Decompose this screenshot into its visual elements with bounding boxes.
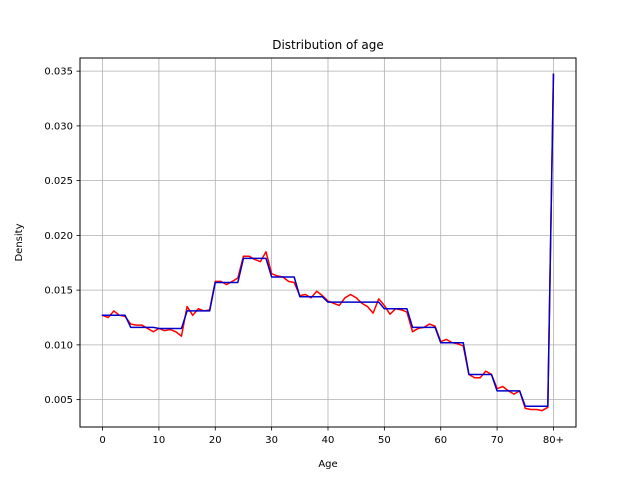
x-axis-label: Age [318,459,337,470]
y-axis-label: Density [14,223,25,261]
x-tick-label: 80+ [543,435,564,446]
y-tick-label: 0.010 [44,340,73,351]
x-tick-label: 0 [99,435,105,446]
x-tick-label: 70 [491,435,504,446]
chart-title: Distribution of age [272,38,384,52]
grid-lines [80,58,576,427]
x-tick-label: 40 [322,435,335,446]
x-tick-label: 60 [434,435,447,446]
series-line-2 [101,73,555,407]
x-tick-label: 50 [378,435,391,446]
x-axis-ticks: 0 10 20 30 40 50 60 70 80+ [99,427,564,446]
y-tick-label: 0.025 [44,176,73,187]
y-axis-ticks: 0.005 0.010 0.015 0.020 0.025 0.030 0.035 [44,67,80,406]
y-tick-label: 0.005 [44,395,73,406]
series-line-1 [101,73,555,412]
x-tick-label: 30 [265,435,278,446]
y-tick-label: 0.020 [44,231,73,242]
x-tick-label: 10 [153,435,166,446]
series-layer [101,73,555,412]
x-tick-label: 20 [209,435,222,446]
y-tick-label: 0.035 [44,67,73,78]
y-tick-label: 0.030 [44,121,73,132]
y-tick-label: 0.015 [44,286,73,297]
